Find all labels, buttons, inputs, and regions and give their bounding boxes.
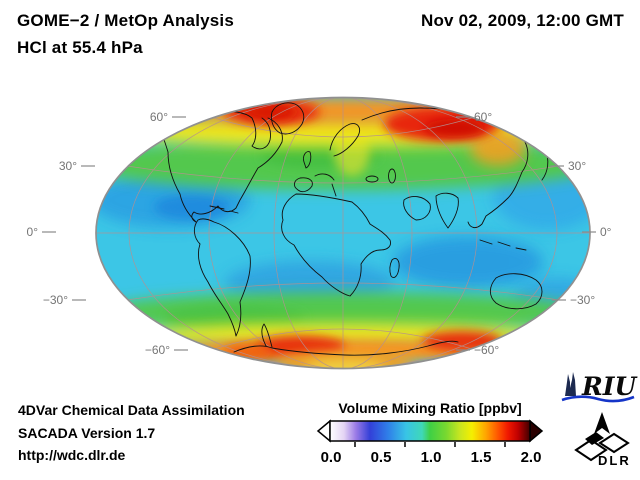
colorbar-tick-labels: 0.0 0.5 1.0 1.5 2.0 <box>321 449 542 466</box>
figure-subtitle: HCl at 55.4 hPa <box>17 38 143 57</box>
lat-label-60s-left: −60° <box>145 343 170 357</box>
cathedral-icon <box>565 372 576 396</box>
graticule <box>96 97 590 369</box>
map-boundary <box>95 96 591 370</box>
figure-datetime: Nov 02, 2009, 12:00 GMT <box>420 11 624 30</box>
footer-method: 4DVar Chemical Data Assimilation <box>18 402 245 418</box>
colorbar-right-arrow-icon <box>529 419 544 443</box>
lat-label-30s-left: −30° <box>43 293 68 307</box>
world-map: 60° 30° 0° −30° −60° 60° 30° 0° −30° −60… <box>27 96 612 370</box>
latitude-labels: 60° 30° 0° −30° −60° 60° 30° 0° −30° −60… <box>27 110 612 357</box>
lat-label-60s-right: −60° <box>474 343 499 357</box>
lat-label-30s-right: −30° <box>570 293 595 307</box>
lat-label-60n-right: 60° <box>474 110 492 124</box>
dlr-diamond-solid-icon <box>585 432 604 445</box>
colorbar-gradient <box>329 420 531 442</box>
footer-url: http://wdc.dlr.de <box>18 447 126 463</box>
dlr-diamond-right-icon <box>598 432 630 454</box>
colorbar-minor-ticks <box>354 442 506 447</box>
lat-label-0-left: 0° <box>27 225 39 239</box>
dlr-diamond-left-icon <box>574 438 608 462</box>
lat-label-60n-left: 60° <box>150 110 168 124</box>
colorbar-tick-1.0: 1.0 <box>421 449 442 466</box>
dlr-logo-text: DLR <box>598 453 631 468</box>
colorbar-tick-0.5: 0.5 <box>371 449 392 466</box>
lat-label-30n-right: 30° <box>568 159 586 173</box>
figure-title: GOME−2 / MetOp Analysis <box>17 11 235 30</box>
river-wave-icon <box>561 395 635 403</box>
colorbar-title: Volume Mixing Ratio [ppbv] <box>338 400 521 416</box>
lat-label-0-right: 0° <box>600 225 612 239</box>
colorbar-tick-0.0: 0.0 <box>321 449 342 466</box>
colorbar-left-arrow-icon <box>316 419 331 443</box>
dlr-logo: DLR <box>574 412 631 468</box>
latitude-ticks <box>42 116 596 351</box>
colorbar: Volume Mixing Ratio [ppbv] 0.0 0.5 1.0 1… <box>316 400 544 466</box>
footer-version: SACADA Version 1.7 <box>18 425 156 441</box>
lat-label-30n-left: 30° <box>59 159 77 173</box>
riu-logo: RIU <box>561 372 638 403</box>
colorbar-tick-1.5: 1.5 <box>471 449 492 466</box>
dlr-arrow-icon <box>594 412 610 434</box>
colorbar-tick-2.0: 2.0 <box>521 449 542 466</box>
